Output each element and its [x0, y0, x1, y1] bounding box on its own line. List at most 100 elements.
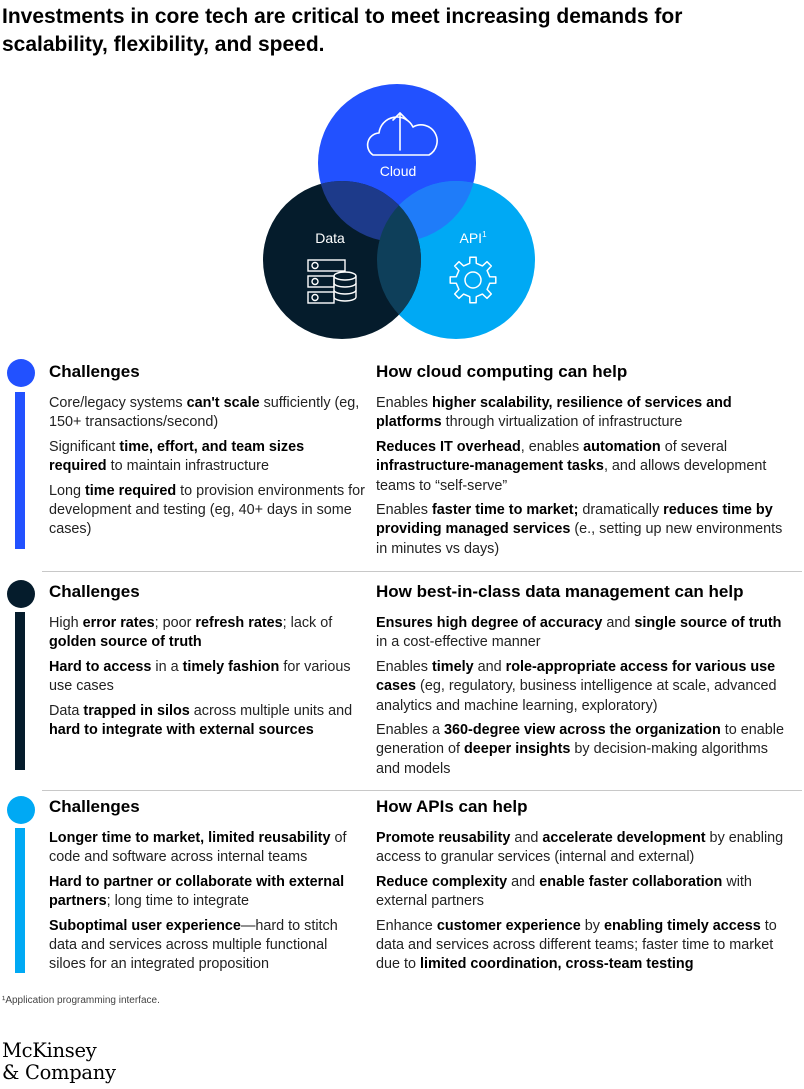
- emphasis-text: timely: [432, 658, 474, 675]
- item-text: Significant time, effort, and team sizes…: [49, 438, 365, 477]
- body-text: sufficiently (eg, 150+ transactions/seco…: [49, 395, 360, 431]
- body-text: and: [507, 873, 540, 890]
- emphasis-text: hard to integrate with external sources: [49, 722, 314, 739]
- emphasis-text: Longer time to market, limited reusabili…: [49, 830, 331, 846]
- emphasis-text: time, effort, and team sizes required: [49, 438, 305, 475]
- body-text: Data: [49, 702, 84, 719]
- body-text: with external partners: [376, 873, 752, 910]
- data-benefits: How best-in-class data management can he…: [376, 581, 794, 784]
- data-challenges-heading: Challenges: [49, 582, 140, 601]
- emphasis-text: Ensures high degree of accuracy: [376, 615, 603, 631]
- emphasis-text: Reduces IT overhead: [376, 438, 521, 455]
- body-text: ; poor: [154, 615, 196, 631]
- item-text: Enables faster time to market; dramatica…: [376, 501, 794, 559]
- cloud-benefits-heading: How cloud computing can help: [376, 362, 628, 381]
- cloud-benefits-list: Enables higher scalability, resilience o…: [376, 394, 794, 559]
- item-text: Ensures high degree of accuracy and sing…: [376, 614, 794, 653]
- item-text: Core/legacy systems can't scale sufficie…: [49, 394, 365, 433]
- emphasis-text: deeper insights: [464, 741, 571, 758]
- emphasis-text: golden source of truth: [49, 634, 202, 651]
- body-text: (eg, regulatory, business intelligence a…: [376, 678, 777, 714]
- item-text: Data trapped in silos across multiple un…: [49, 702, 365, 741]
- body-text: for various use cases: [49, 658, 351, 695]
- body-text: Significant: [49, 438, 120, 455]
- body-text: and: [510, 830, 543, 846]
- body-text: Enables: [376, 395, 433, 411]
- item-text: Promote reusability and accelerate devel…: [376, 829, 794, 868]
- item-text: Hard to partner or collaborate with exte…: [49, 873, 365, 912]
- api-label: API1: [459, 230, 487, 246]
- body-text: —hard to stitch data and services across…: [49, 917, 338, 973]
- body-text: , enables: [520, 438, 584, 455]
- venn-diagram: Cloud Data API1: [263, 84, 535, 339]
- emphasis-text: Reduce complexity: [376, 873, 508, 890]
- api-section-dot: [7, 796, 35, 824]
- body-text: and: [602, 615, 635, 631]
- item-text: Longer time to market, limited reusabili…: [49, 829, 365, 868]
- body-text: to data and services across different te…: [376, 917, 777, 973]
- item-text: Long time required to provision environm…: [49, 482, 365, 540]
- body-text: by enabling access to granular services …: [376, 830, 784, 866]
- emphasis-text: limited coordination, cross-team testing: [420, 956, 694, 973]
- body-text: to maintain infrastructure: [106, 458, 269, 475]
- api-benefits-heading: How APIs can help: [376, 797, 528, 816]
- body-text: by decision-making algorithms and models: [376, 741, 768, 777]
- item-text: Enhance customer experience by enabling …: [376, 917, 794, 975]
- data-benefits-heading: How best-in-class data management can he…: [376, 582, 744, 601]
- body-text: ; lack of: [282, 615, 333, 631]
- logo-line-1: McKinsey: [2, 1039, 97, 1062]
- mckinsey-logo: McKinsey & Company: [2, 1040, 116, 1084]
- emphasis-text: enable faster collaboration: [539, 873, 723, 890]
- section-divider: [42, 790, 802, 791]
- body-text: of code and software across internal tea…: [49, 830, 347, 866]
- body-text: by: [580, 917, 604, 934]
- body-text: in a: [151, 658, 183, 675]
- emphasis-text: customer experience: [436, 917, 581, 934]
- footnote: ¹Application programming interface.: [2, 995, 160, 1006]
- body-text: across multiple units and: [189, 702, 353, 719]
- gear-icon: [449, 256, 497, 304]
- emphasis-text: automation: [583, 438, 661, 455]
- cloud-api-overlap: [377, 181, 476, 242]
- body-text: Enables a: [376, 722, 445, 739]
- body-text: (e., setting up new environments in minu…: [376, 521, 783, 557]
- cloud-benefits: How cloud computing can help Enables hig…: [376, 361, 794, 564]
- item-text: Hard to access in a timely fashion for v…: [49, 658, 365, 697]
- body-text: to enable generation of: [376, 722, 784, 758]
- cloud-data-overlap: [318, 181, 421, 242]
- emphasis-text: trapped in silos: [83, 702, 190, 719]
- emphasis-text: Suboptimal user experience: [49, 917, 241, 934]
- item-text: High error rates; poor refresh rates; la…: [49, 614, 365, 653]
- body-text: Enables: [376, 658, 433, 675]
- body-text: and: [473, 658, 506, 675]
- emphasis-text: refresh rates: [195, 615, 283, 631]
- body-text: through virtualization of infrastructure: [441, 414, 683, 431]
- body-text: Core/legacy systems: [49, 395, 187, 411]
- body-text: of several: [660, 438, 728, 455]
- emphasis-text: role-appropriate access for various use …: [376, 658, 776, 695]
- page-title: Investments in core tech are critical to…: [2, 5, 683, 56]
- data-section-bar: [15, 612, 25, 770]
- database-server-icon: [307, 259, 357, 304]
- item-text: Reduce complexity and enable faster coll…: [376, 873, 794, 912]
- cloud-challenges: Challenges Core/legacy systems can't sca…: [49, 361, 365, 545]
- emphasis-text: error rates: [82, 615, 155, 631]
- emphasis-text: enabling timely access: [604, 917, 761, 934]
- data-challenges-list: High error rates; poor refresh rates; la…: [49, 614, 365, 740]
- emphasis-text: single source of truth: [634, 615, 782, 631]
- body-text: to provision environments for developmen…: [49, 482, 365, 538]
- cloud-section-bar: [15, 392, 25, 549]
- body-text: in a cost-effective manner: [376, 634, 541, 651]
- emphasis-text: faster time to market;: [432, 502, 579, 519]
- data-label: Data: [315, 230, 345, 246]
- emphasis-text: 360-degree view across the organization: [444, 722, 721, 739]
- emphasis-text: time required: [85, 482, 177, 499]
- body-text: , and allows development teams to “self-…: [376, 458, 767, 494]
- body-text: Enables: [376, 502, 433, 519]
- cloud-challenges-heading: Challenges: [49, 362, 140, 381]
- body-text: dramatically: [578, 502, 664, 519]
- api-challenges-heading: Challenges: [49, 797, 140, 816]
- emphasis-text: accelerate development: [542, 830, 706, 846]
- emphasis-text: reduces time by providing managed servic…: [376, 502, 773, 538]
- emphasis-text: higher scalability, resilience of servic…: [376, 395, 732, 431]
